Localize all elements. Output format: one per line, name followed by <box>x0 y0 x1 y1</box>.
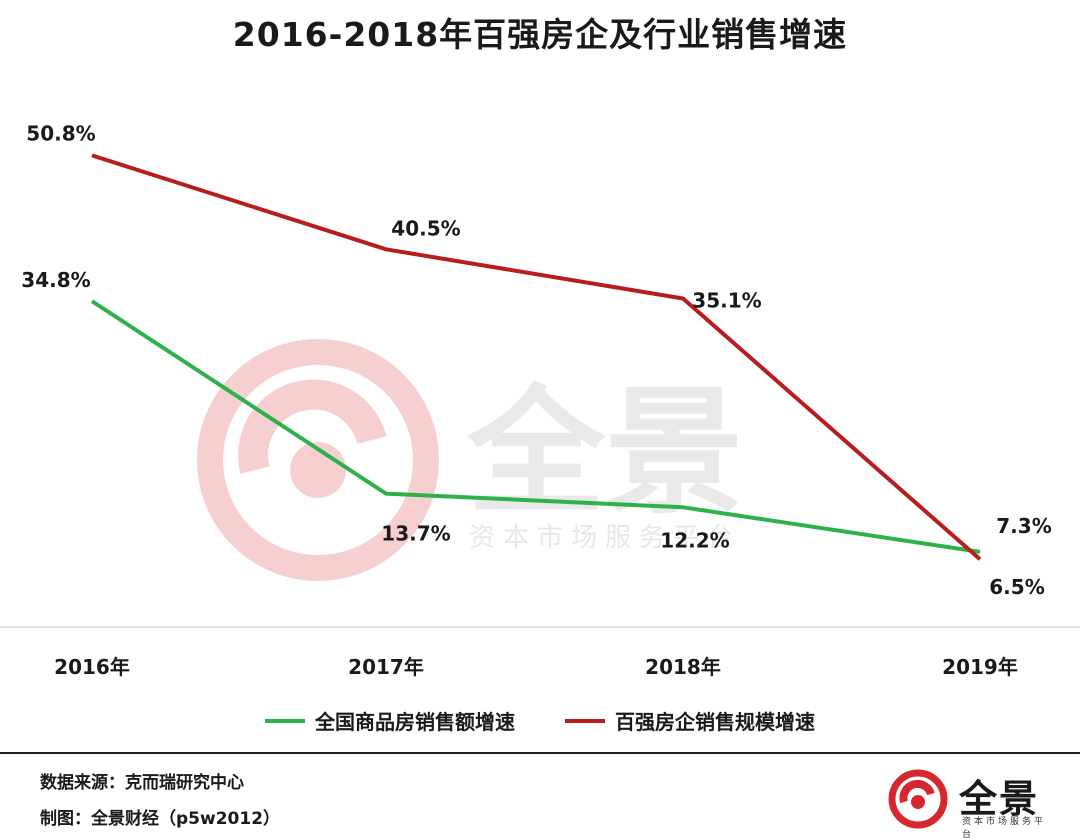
x-tick-label-1: 2017年 <box>348 655 424 679</box>
chart-title: 2016-2018年百强房企及行业销售增速 <box>232 15 848 54</box>
data-label-national-2: 12.2% <box>660 528 729 552</box>
legend-swatch-top100 <box>565 718 605 723</box>
legend-label-national: 全国商品房销售额增速 <box>315 710 515 734</box>
legend: 全国商品房销售额增速 百强房企销售规模增速 <box>0 706 1080 735</box>
watermark-main-text: 全景 <box>466 372 743 533</box>
x-tick-label-0: 2016年 <box>54 655 130 679</box>
series-line-national <box>90 299 981 554</box>
series-layer <box>90 153 982 561</box>
footer-credit: 制图：全景财经（p5w2012） <box>40 809 281 829</box>
series-line-top100 <box>91 153 982 561</box>
watermark: 全景 资本市场服务平台 <box>197 339 743 581</box>
data-label-top100-3: 6.5% <box>989 575 1044 599</box>
x-tick-layer: 2016年 2017年 2018年 2019年 <box>54 655 1018 679</box>
footer-divider <box>0 752 1080 754</box>
data-label-national-3: 7.3% <box>996 514 1051 538</box>
logo-mark-icon <box>888 769 948 829</box>
logo-sub-text: 资本市场服务平台 <box>962 817 1047 840</box>
line-chart: 全景 资本市场服务平台 34.8% 13.7% 12.2% 7.3% 50.8% 40.5… <box>0 121 1080 679</box>
data-label-national-1: 13.7% <box>381 522 450 546</box>
watermark-sub-text: 资本市场服务平台 <box>469 523 741 553</box>
x-tick-label-2: 2018年 <box>645 655 721 679</box>
data-label-top100-1: 40.5% <box>391 216 460 240</box>
x-tick-label-3: 2019年 <box>942 655 1018 679</box>
footer-source: 数据来源：克而瑞研究中心 <box>40 773 244 793</box>
data-label-top100-0: 50.8% <box>26 121 95 145</box>
data-label-top100-2: 35.1% <box>692 289 761 313</box>
data-label-layer: 34.8% 13.7% 12.2% 7.3% 50.8% 40.5% 35.1% 6.5% <box>21 121 1051 599</box>
legend-item-top100: 百强房企销售规模增速 <box>565 706 815 735</box>
legend-swatch-national <box>265 718 305 723</box>
logo-main-text: 全景 <box>959 777 1040 821</box>
legend-item-national: 全国商品房销售额增速 <box>265 706 515 735</box>
brand-logo: 全景 资本市场服务平台 <box>884 766 1054 840</box>
data-label-national-0: 34.8% <box>21 268 90 292</box>
legend-label-top100: 百强房企销售规模增速 <box>615 710 815 734</box>
